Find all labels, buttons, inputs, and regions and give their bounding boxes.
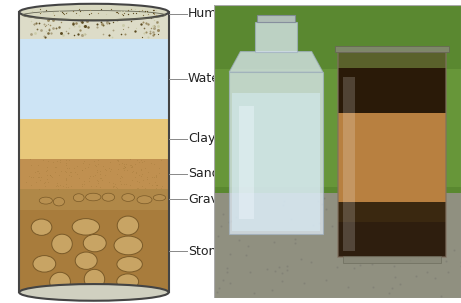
Bar [335,46,449,52]
Bar [343,77,355,251]
Ellipse shape [19,4,169,20]
Bar [229,72,323,234]
Bar [214,193,461,298]
Polygon shape [229,52,323,72]
Ellipse shape [117,274,139,289]
Bar [337,52,446,68]
Ellipse shape [72,218,100,235]
Ellipse shape [75,252,97,269]
Ellipse shape [19,284,169,301]
Bar [231,93,320,231]
Ellipse shape [73,194,84,202]
Ellipse shape [52,234,72,254]
Ellipse shape [117,216,139,235]
Ellipse shape [137,196,152,204]
Ellipse shape [53,198,65,206]
Ellipse shape [31,219,52,235]
Bar [19,12,169,39]
Bar [19,159,169,189]
Text: Gravels: Gravels [188,193,236,206]
Bar [337,222,446,257]
Ellipse shape [50,272,71,291]
Ellipse shape [86,193,101,201]
Bar [19,210,169,292]
Ellipse shape [83,235,106,252]
Ellipse shape [114,236,142,255]
Text: Clay: Clay [188,132,215,145]
Bar [343,256,441,263]
Bar [337,68,446,113]
Ellipse shape [154,195,165,201]
Ellipse shape [102,193,115,201]
Ellipse shape [84,269,105,289]
Text: Stones: Stones [188,245,230,258]
Bar [214,69,461,187]
Bar [337,113,446,202]
Bar [337,202,446,222]
Text: Water: Water [188,72,225,85]
Ellipse shape [122,194,135,201]
Ellipse shape [33,255,56,272]
Ellipse shape [39,197,53,204]
Bar [257,15,295,22]
Bar [337,52,446,257]
Text: Sand: Sand [188,168,219,181]
Bar [19,118,169,159]
Bar [19,189,169,210]
Bar [255,22,296,52]
Bar [19,39,169,118]
Ellipse shape [117,257,142,272]
Bar [214,5,461,210]
Text: Humus: Humus [188,7,231,20]
Bar [239,106,254,219]
